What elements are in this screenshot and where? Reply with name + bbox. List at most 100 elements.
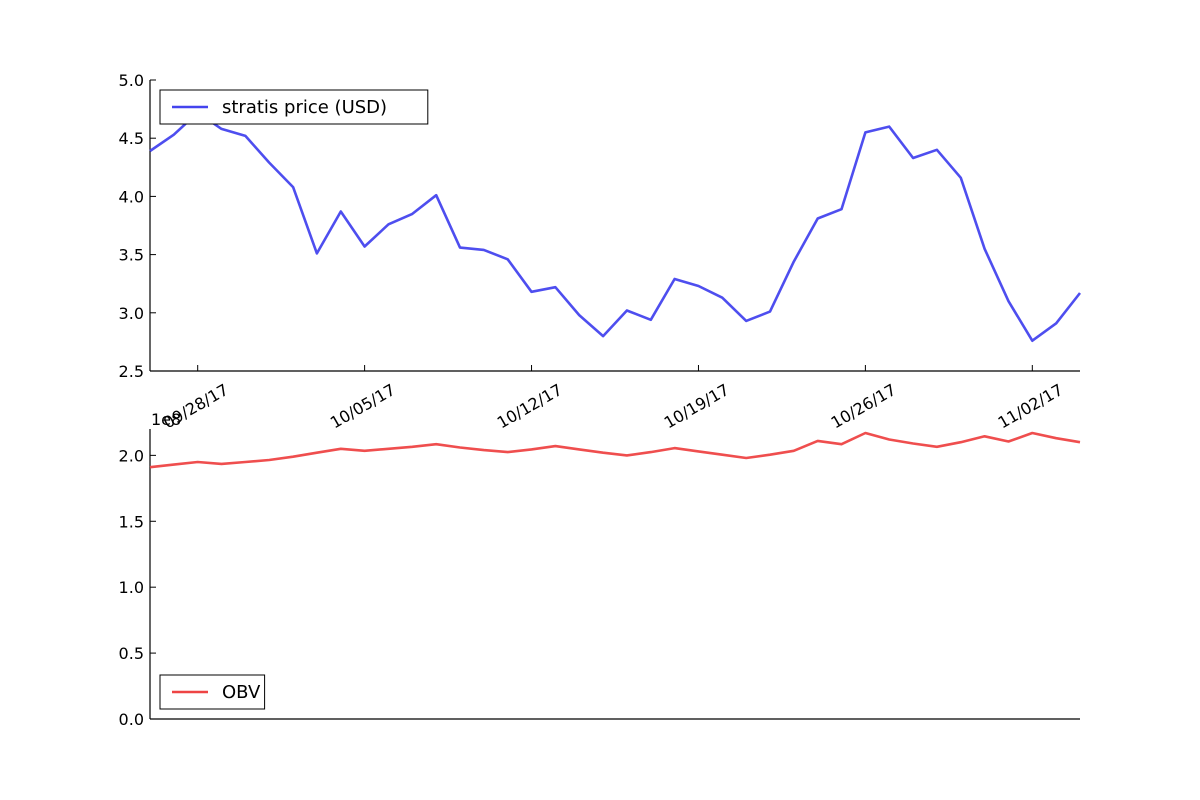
y-tick-label: 0.5 bbox=[119, 644, 144, 663]
data-point bbox=[1079, 292, 1081, 294]
data-point bbox=[244, 461, 246, 463]
data-point bbox=[506, 258, 508, 260]
data-point bbox=[173, 463, 175, 465]
data-point bbox=[697, 450, 699, 452]
y-tick-label: 5.0 bbox=[119, 71, 144, 90]
data-point bbox=[554, 286, 556, 288]
data-point bbox=[1007, 440, 1009, 442]
x-tick-label: 10/05/17 bbox=[327, 380, 399, 432]
data-point bbox=[602, 452, 604, 454]
data-point bbox=[459, 446, 461, 448]
y-tick-label: 2.0 bbox=[119, 446, 144, 465]
series-line-2 bbox=[149, 431, 1081, 469]
x-tick-label: 11/02/17 bbox=[995, 380, 1067, 432]
data-point bbox=[411, 213, 413, 215]
data-point bbox=[363, 450, 365, 452]
data-point bbox=[912, 157, 914, 159]
data-point bbox=[912, 442, 914, 444]
data-point bbox=[363, 245, 365, 247]
data-point bbox=[673, 447, 675, 449]
data-point bbox=[173, 134, 175, 136]
data-point bbox=[316, 452, 318, 454]
y-tick-label: 4.5 bbox=[119, 129, 144, 148]
data-point bbox=[983, 435, 985, 437]
data-point bbox=[459, 246, 461, 248]
data-point bbox=[435, 194, 437, 196]
data-point bbox=[816, 217, 818, 219]
data-point bbox=[411, 446, 413, 448]
y-exponent-label: 1e8 bbox=[151, 410, 181, 429]
data-point bbox=[530, 291, 532, 293]
data-point bbox=[673, 278, 675, 280]
data-point bbox=[888, 125, 890, 127]
data-point bbox=[793, 260, 795, 262]
data-point bbox=[960, 441, 962, 443]
data-point bbox=[793, 450, 795, 452]
data-point bbox=[1031, 340, 1033, 342]
data-point bbox=[530, 448, 532, 450]
y-tick-label: 0.0 bbox=[119, 710, 144, 729]
data-point bbox=[864, 131, 866, 133]
data-point bbox=[697, 285, 699, 287]
data-point bbox=[268, 459, 270, 461]
data-point bbox=[626, 454, 628, 456]
data-point bbox=[1079, 441, 1081, 443]
data-point bbox=[196, 461, 198, 463]
data-point bbox=[888, 438, 890, 440]
data-point bbox=[483, 249, 485, 251]
data-point bbox=[864, 432, 866, 434]
data-point bbox=[936, 446, 938, 448]
data-point bbox=[506, 451, 508, 453]
data-point bbox=[816, 440, 818, 442]
data-point bbox=[936, 149, 938, 151]
data-point bbox=[483, 449, 485, 451]
data-point bbox=[960, 177, 962, 179]
data-point bbox=[268, 161, 270, 163]
data-point bbox=[721, 454, 723, 456]
y-tick-label: 3.5 bbox=[119, 246, 144, 265]
series-line-1 bbox=[149, 111, 1082, 343]
data-point bbox=[650, 451, 652, 453]
data-point bbox=[292, 186, 294, 188]
data-point bbox=[435, 443, 437, 445]
data-point bbox=[220, 128, 222, 130]
data-point bbox=[983, 248, 985, 250]
data-point bbox=[292, 455, 294, 457]
data-point bbox=[721, 296, 723, 298]
data-point bbox=[149, 466, 151, 468]
data-point bbox=[1055, 437, 1057, 439]
data-point bbox=[769, 310, 771, 312]
legend-label-2: OBV bbox=[222, 682, 261, 703]
data-point bbox=[340, 210, 342, 212]
data-point bbox=[220, 463, 222, 465]
data-point bbox=[578, 314, 580, 316]
data-point bbox=[387, 223, 389, 225]
data-point bbox=[650, 319, 652, 321]
y-tick-label: 1.5 bbox=[119, 512, 144, 531]
x-tick-label: 10/26/17 bbox=[828, 380, 900, 432]
legend-label-1: stratis price (USD) bbox=[222, 97, 387, 118]
data-point bbox=[578, 448, 580, 450]
y-tick-label: 4.0 bbox=[119, 187, 144, 206]
data-point bbox=[554, 445, 556, 447]
y-tick-label: 3.0 bbox=[119, 304, 144, 323]
data-point bbox=[745, 457, 747, 459]
x-tick-label: 10/12/17 bbox=[494, 380, 566, 432]
data-point bbox=[316, 252, 318, 254]
y-tick-label: 2.5 bbox=[119, 362, 144, 381]
data-point bbox=[626, 309, 628, 311]
data-point bbox=[340, 448, 342, 450]
data-point bbox=[840, 208, 842, 210]
data-point bbox=[387, 448, 389, 450]
data-point bbox=[1007, 300, 1009, 302]
data-point bbox=[1055, 322, 1057, 324]
data-point bbox=[602, 335, 604, 337]
y-tick-label: 1.0 bbox=[119, 578, 144, 597]
data-point bbox=[769, 454, 771, 456]
x-tick-label: 10/19/17 bbox=[661, 380, 733, 432]
data-point bbox=[840, 443, 842, 445]
data-point bbox=[1031, 432, 1033, 434]
data-point bbox=[745, 320, 747, 322]
